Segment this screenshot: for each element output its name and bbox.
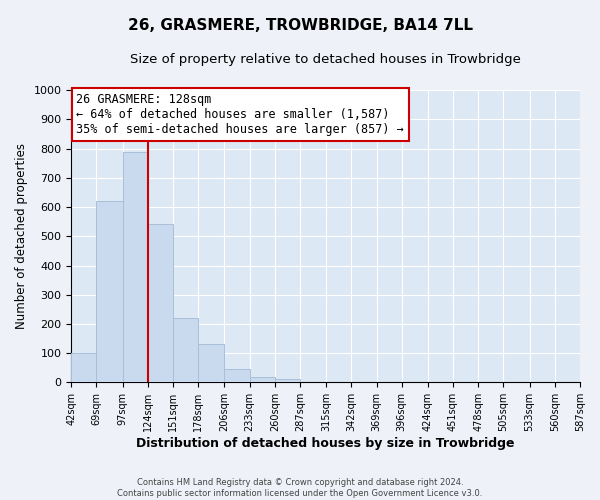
- X-axis label: Distribution of detached houses by size in Trowbridge: Distribution of detached houses by size …: [136, 437, 515, 450]
- Title: Size of property relative to detached houses in Trowbridge: Size of property relative to detached ho…: [130, 52, 521, 66]
- Bar: [148, 224, 173, 382]
- Bar: [97, 200, 122, 382]
- Bar: [198, 344, 224, 382]
- Bar: [71, 353, 97, 382]
- Bar: [250, 378, 275, 382]
- Bar: [122, 152, 148, 382]
- Bar: [275, 380, 300, 382]
- Y-axis label: Number of detached properties: Number of detached properties: [15, 144, 28, 330]
- Text: Contains HM Land Registry data © Crown copyright and database right 2024.
Contai: Contains HM Land Registry data © Crown c…: [118, 478, 482, 498]
- Bar: [224, 370, 250, 382]
- Text: 26, GRASMERE, TROWBRIDGE, BA14 7LL: 26, GRASMERE, TROWBRIDGE, BA14 7LL: [128, 18, 473, 32]
- Text: 26 GRASMERE: 128sqm
← 64% of detached houses are smaller (1,587)
35% of semi-det: 26 GRASMERE: 128sqm ← 64% of detached ho…: [76, 93, 404, 136]
- Bar: [173, 318, 198, 382]
